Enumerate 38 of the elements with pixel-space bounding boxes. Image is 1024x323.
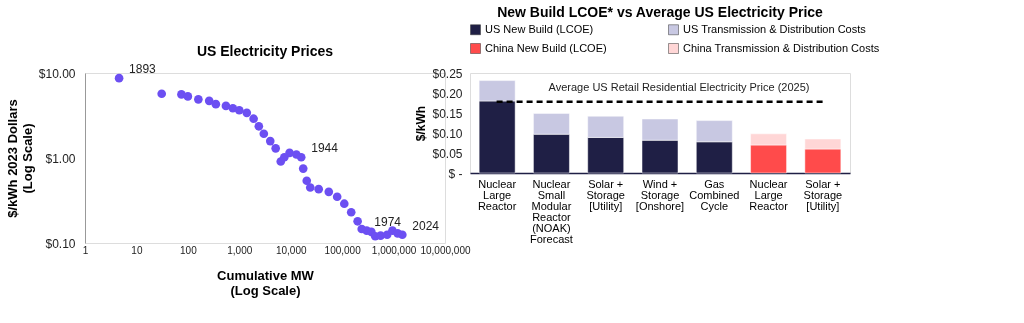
y-tick-label: $ - <box>448 166 463 181</box>
y-tick-label: $0.20 <box>432 86 463 101</box>
x-tick-label: 1,000 <box>227 244 253 256</box>
y-tick-label: $1.00 <box>45 151 76 166</box>
x-tick-label: Wind + Storage [Onshore] <box>635 177 685 212</box>
y-tick-label: $0.15 <box>432 106 463 121</box>
x-tick-label: 100,000 <box>324 244 362 256</box>
x-tick-label: 10 <box>131 244 143 256</box>
x-tick-label: Nuclear Large Reactor <box>477 177 517 212</box>
legend-label: China Transmission & Distribution Costs <box>683 41 880 54</box>
y-tick-label: $10.00 <box>38 66 76 81</box>
annotation: 1944 <box>311 141 339 156</box>
y-tick-label: $0.10 <box>45 236 76 251</box>
chart-title: US Electricity Prices <box>196 43 334 60</box>
x-tick-label: Nuclear Large Reactor <box>749 177 789 212</box>
legend-label: US Transmission & Distribution Costs <box>683 22 867 35</box>
x-tick-label: Nuclear Small Modular Reactor (NOAK) Forecast <box>530 177 573 245</box>
y-tick-label: $0.10 <box>432 126 463 141</box>
x-tick-label: 1 <box>82 244 89 256</box>
y-tick-label: $0.05 <box>432 146 463 161</box>
x-tick-label: 10,000 <box>275 244 307 256</box>
x-axis-title: Cumulative MW (Log Scale) <box>217 267 315 298</box>
y-tick-label: $0.25 <box>432 66 463 81</box>
x-tick-label: Solar + Storage [Utility] <box>586 177 625 212</box>
chart-title: New Build LCOE* vs Average US Electricity Price <box>497 4 824 20</box>
legend-label: US New Build (LCOE) <box>485 22 594 35</box>
ref-line-label: Average US Retail Residential Electricity Price (2025) <box>548 80 810 93</box>
x-tick-label: 10,000,000 <box>420 244 471 256</box>
annotation: 1974 <box>374 214 402 229</box>
x-tick-label: 100 <box>180 244 198 256</box>
annotation: 2024 <box>412 218 440 233</box>
y-axis-title: $/kWh <box>414 105 429 142</box>
x-tick-label: 1,000,000 <box>371 244 417 256</box>
legend-label: China New Build (LCOE) <box>485 41 607 54</box>
y-axis-title: $/kWh 2023 Dollars (Log Scale) <box>4 99 35 218</box>
x-tick-label: Solar + Storage [Utility] <box>803 177 843 212</box>
annotation: 1893 <box>129 62 157 77</box>
x-tick-label: Gas Combined Cycle <box>689 177 740 212</box>
